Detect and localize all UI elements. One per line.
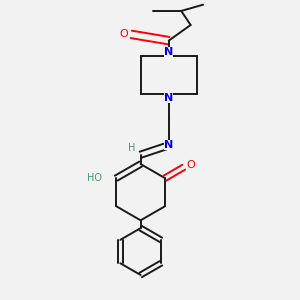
Text: N: N [164,93,173,103]
Text: HO: HO [87,173,102,183]
Text: O: O [186,160,195,170]
Text: H: H [128,143,135,153]
Text: N: N [164,140,173,150]
Text: N: N [164,46,173,57]
Text: O: O [119,29,128,39]
